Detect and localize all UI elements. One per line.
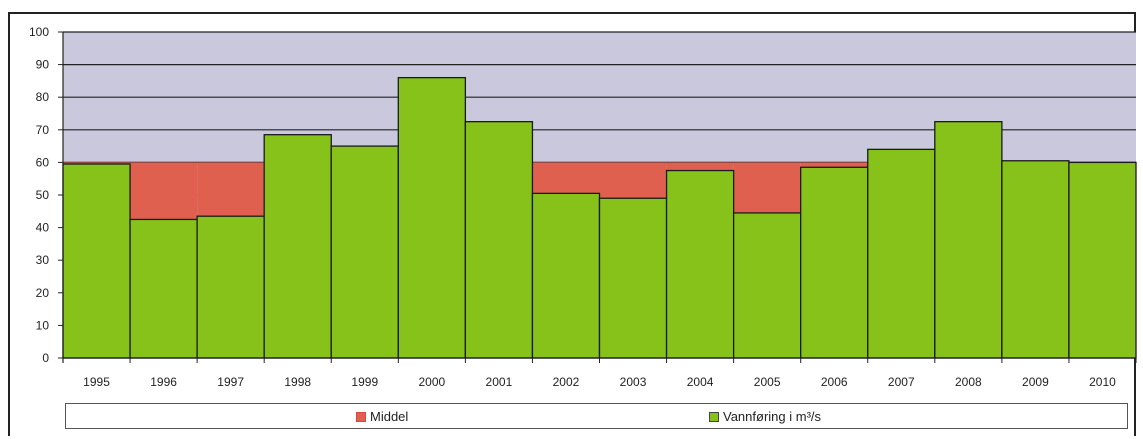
x-tick-label-2008: 2008 [955, 375, 982, 389]
y-tick-label-80: 80 [36, 90, 50, 104]
bar-vannforing-2008 [934, 121, 1003, 359]
axes [58, 31, 1137, 363]
bar-vannforing-1997 [196, 215, 265, 359]
legend-label-middel: Middel [370, 409, 409, 424]
bar-vannforing-2004 [665, 169, 735, 359]
y-tick-label-100: 100 [29, 25, 49, 39]
bar-vannforing-2006 [800, 166, 869, 359]
x-tick-label-2006: 2006 [821, 375, 848, 389]
y-tick-label-30: 30 [36, 253, 50, 267]
bar-vannforing-2009 [1001, 160, 1070, 359]
y-tick-label-0: 0 [42, 351, 49, 365]
x-tick-label-2005: 2005 [754, 375, 781, 389]
legend: Middel Vannføring i m³/s [65, 403, 1128, 429]
legend-swatch-middel [356, 411, 366, 422]
x-tick-label-2004: 2004 [687, 375, 714, 389]
x-tick-label-2003: 2003 [620, 375, 647, 389]
y-tick-label-90: 90 [36, 58, 50, 72]
bar-vannforing-1995 [62, 163, 131, 359]
bar-vannforing-2010 [1068, 161, 1137, 359]
bar-vannforing-2007 [867, 148, 936, 359]
legend-item-vannforing: Vannføring i m³/s [709, 409, 821, 424]
x-tick-label-1996: 1996 [150, 375, 177, 389]
bar-vannforing-2003 [598, 197, 668, 359]
x-tick-label-2007: 2007 [888, 375, 915, 389]
x-tick-label-1997: 1997 [217, 375, 244, 389]
y-tick-label-60: 60 [36, 155, 50, 169]
bar-vannforing-1999 [330, 145, 399, 359]
bar-vannforing-1998 [263, 134, 332, 359]
x-tick-label-2001: 2001 [486, 375, 513, 389]
bar-vannforing-2001 [464, 121, 534, 359]
bar-vannforing-1996 [129, 218, 198, 359]
bar-vannforing-2000 [397, 76, 467, 359]
bar-vannforing-2002 [531, 192, 601, 359]
x-tick-label-2000: 2000 [418, 375, 445, 389]
y-tick-labels: 0 10 20 30 40 50 60 70 80 90 100 [29, 25, 49, 365]
x-tick-label-1999: 1999 [351, 375, 378, 389]
bar-vannforing-2005 [732, 212, 802, 359]
y-tick-label-40: 40 [36, 221, 50, 235]
y-tick-label-70: 70 [36, 123, 50, 137]
x-tick-label-1995: 1995 [83, 375, 110, 389]
x-tick-label-1998: 1998 [284, 375, 311, 389]
y-tick-label-50: 50 [36, 188, 50, 202]
legend-item-middel: Middel [356, 409, 408, 424]
legend-swatch-vannforing [709, 411, 719, 422]
y-tick-label-20: 20 [36, 286, 50, 300]
legend-label-vannforing: Vannføring i m³/s [723, 409, 822, 424]
x-tick-labels: 1995 1996 1997 1998 1999 2000 2001 2002 2003 2004… [83, 375, 1116, 389]
x-tick-label-2009: 2009 [1022, 375, 1049, 389]
x-tick-label-2002: 2002 [553, 375, 580, 389]
flow-series [62, 76, 1137, 359]
y-tick-label-10: 10 [36, 318, 50, 332]
x-tick-label-2010: 2010 [1089, 375, 1116, 389]
